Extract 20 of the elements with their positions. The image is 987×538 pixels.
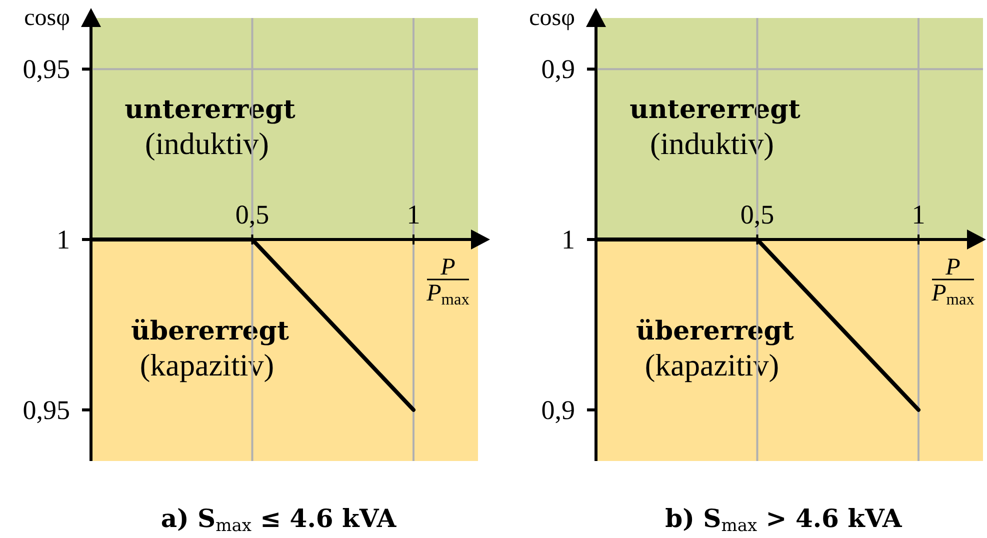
band-label: untererregt (induktiv) [630, 94, 800, 161]
text: 1 [562, 224, 575, 254]
text: 0,9 [541, 54, 575, 84]
y-axis-title: cosφ [529, 5, 575, 31]
x-axis-title: P P$_{max}$ [930, 254, 974, 308]
band-label: übererregt (kapazitiv) [636, 316, 794, 382]
y-axis-title: cosφ [24, 5, 70, 31]
band-label: übererregt (kapazitiv) [131, 316, 289, 382]
text: 0,95 [22, 54, 70, 84]
text: 0,9 [541, 394, 575, 425]
x-tick-label: 0,5 [235, 200, 270, 230]
text: b) S$_{max}$ > 4.6 kVA [665, 504, 902, 536]
x-axis-title: P P$_{max}$ [426, 254, 470, 308]
x-tick-label: 1 [912, 200, 926, 230]
x-tick-label: 1 [406, 200, 420, 230]
text: 0,95 [22, 394, 70, 425]
band-label: untererregt (induktiv) [124, 94, 296, 161]
x-tick-label: 0,5 [740, 200, 774, 230]
text: a) S$_{max}$ ≤ 4.6 kVA [160, 504, 397, 536]
text: 1 [56, 224, 70, 254]
